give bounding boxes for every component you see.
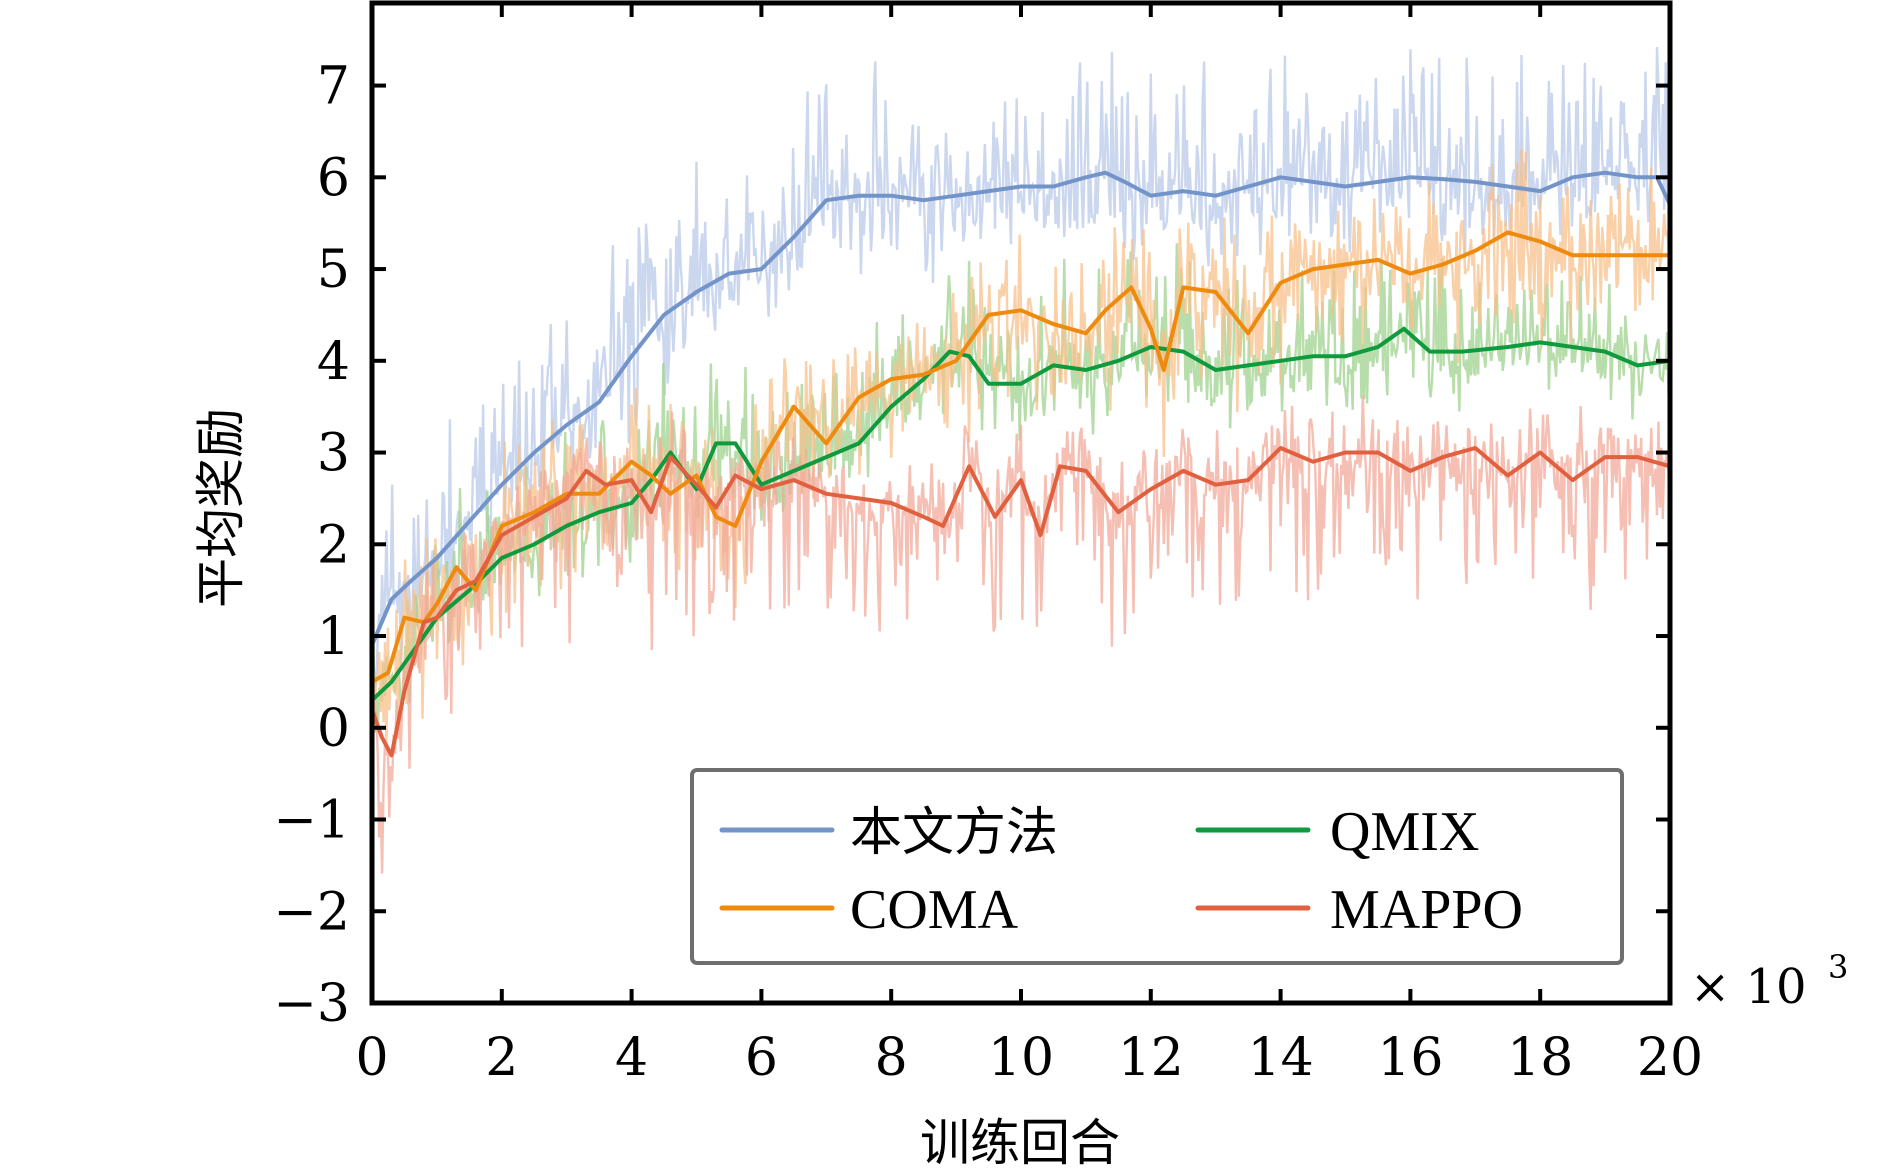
y-tick-label: 0 [317,699,350,759]
x-tick-label: 8 [875,1028,908,1088]
x-tick-label: 18 [1507,1028,1573,1088]
x-tick-label: 0 [355,1028,388,1088]
x-tick-label: 6 [745,1028,778,1088]
y-tick-label: 7 [317,57,350,117]
legend-item: 本文方法 [719,803,1058,863]
x-tick-label: 10 [988,1028,1054,1088]
y-tick-label: 5 [317,240,350,300]
y-tick-label: −1 [273,791,350,851]
x-axis: 0 2 4 6 8 10 12 14 16 18 20 [355,3,1703,1088]
smoothed-lines-layer [370,170,1672,758]
y-tick-label: 3 [317,424,350,484]
legend-label: QMIX [1330,801,1479,863]
y-axis-title: 平均奖励 [192,408,250,608]
x-axis-title: 训练回合 [920,1114,1120,1172]
raw-traces-layer [370,46,1672,874]
x-tick-label: 2 [485,1028,518,1088]
legend-item: COMA [719,879,1019,941]
y-tick-label: −2 [273,882,350,942]
series-line-本文方法 [370,170,1672,646]
y-tick-label: 6 [317,148,350,208]
legend-label: 本文方法 [850,803,1058,863]
legend: 本文方法 QMIX COMA MAPPO [690,768,1624,965]
y-tick-label: 2 [317,515,350,575]
y-tick-label: −3 [273,974,350,1034]
x-tick-label: 16 [1377,1028,1443,1088]
series-line-MAPPO [370,446,1671,758]
series-line-COMA [371,230,1670,684]
series-line-QMIX [370,326,1671,702]
x-multiplier: × 10 3 [1690,948,1848,1015]
y-tick-label: 1 [317,607,350,667]
raw-trace-MAPPO [370,395,1672,874]
legend-label: MAPPO [1330,879,1523,941]
x-multiplier-exponent: 3 [1828,948,1848,986]
x-tick-label: 14 [1248,1028,1314,1088]
legend-item: QMIX [1195,801,1479,863]
legend-item: MAPPO [1195,879,1523,941]
raw-trace-本文方法 [371,46,1672,688]
x-tick-label: 20 [1637,1028,1703,1088]
x-multiplier-base: × 10 [1690,959,1807,1015]
legend-label: COMA [850,879,1019,941]
x-tick-label: 12 [1118,1028,1184,1088]
x-tick-label: 4 [615,1028,648,1088]
y-tick-label: 4 [317,332,350,392]
legend-box [690,768,1624,965]
y-axis: −3 −2 −1 0 1 2 3 4 5 6 7 [273,57,1670,1034]
